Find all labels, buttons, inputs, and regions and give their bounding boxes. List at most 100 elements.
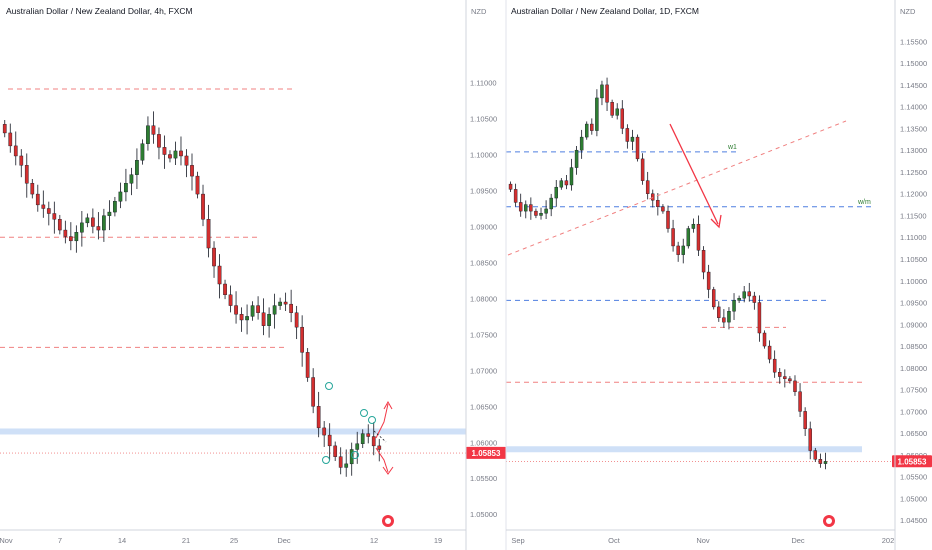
axis-tick-label: 1.14000 (900, 103, 927, 112)
axis-tick-label: 1.06500 (900, 429, 927, 438)
candle-body (316, 406, 321, 429)
candle-body (620, 108, 625, 129)
candle-body (223, 283, 227, 296)
projection-up-path (375, 403, 389, 439)
right-price-axis[interactable]: NZD 1.045001.050001.055001.060001.065001… (892, 7, 932, 525)
candle-body (261, 312, 266, 326)
axis-tick-label: 1.04500 (900, 516, 927, 525)
candle-body (645, 180, 650, 194)
candle-body (747, 291, 751, 297)
projection-down-path (375, 447, 389, 473)
candle-body (371, 436, 376, 447)
pivot-circle-marker (325, 382, 333, 390)
axis-tick-label: 1.10500 (900, 255, 927, 264)
candle-body (80, 222, 84, 233)
candle-body (569, 167, 574, 186)
candle-body (294, 312, 299, 328)
candle-body (129, 174, 134, 184)
x-tick-label: Sep (511, 536, 524, 545)
left-annotations (322, 382, 394, 527)
candle-body (322, 427, 327, 436)
axis-tick-label: 1.12500 (900, 168, 927, 177)
candle-body (206, 219, 211, 249)
candle-body (355, 443, 360, 450)
candle-body (823, 461, 828, 464)
x-tick-label: Dec (277, 536, 291, 545)
candle-body (579, 136, 584, 151)
axis-tick-label: 1.14500 (900, 81, 927, 90)
candle-body (135, 160, 139, 175)
candle-body (190, 165, 194, 177)
candle-body (46, 208, 51, 214)
axis-tick-label: 1.07500 (470, 330, 497, 339)
candle-body (818, 459, 823, 464)
candle-body (615, 108, 619, 116)
x-tick-label: 21 (182, 536, 190, 545)
candle-body (300, 326, 304, 353)
right-x-axis: Sep Oct Nov Dec 202 (511, 536, 894, 545)
axis-tick-label: 1.07500 (900, 386, 927, 395)
candle-body (96, 226, 101, 231)
candle-body (377, 445, 382, 450)
left-last-price-tag: 1.05853 (466, 446, 506, 459)
candle-body (68, 236, 73, 242)
candle-body (162, 147, 167, 155)
candle-body (595, 97, 599, 131)
candle-body (85, 217, 90, 224)
center-price-axis[interactable]: NZD 1.050001.055001.060001.065001.070001… (466, 7, 506, 519)
candle-body (539, 213, 543, 216)
candle-body (696, 223, 701, 251)
axis-tick-label: 1.07000 (900, 407, 927, 416)
pivot-circle-marker (351, 451, 359, 459)
x-tick-label: Nov (0, 536, 13, 545)
candle-body (30, 183, 35, 195)
candle-body (179, 150, 183, 157)
candle-body (635, 136, 640, 160)
candle-body (217, 265, 222, 285)
axis-tick-label: 1.05500 (900, 473, 927, 482)
candle-body (630, 136, 635, 142)
candle-body (333, 445, 338, 457)
candle-body (524, 204, 528, 212)
axis-tick-label: 1.13500 (900, 124, 927, 133)
candle-body (783, 376, 787, 379)
candle-body (344, 463, 349, 468)
candle-body (195, 175, 200, 195)
candle-body (168, 154, 172, 159)
candle-body (311, 377, 316, 407)
center-axis-ticks: 1.05000 1.05500 1.06000 1.06500 1.07000 1.075… (470, 79, 497, 520)
candle-body (711, 289, 716, 308)
candle-body (212, 247, 216, 267)
left-chart-pane[interactable]: Australian Dollar / New Zealand Dollar, … (0, 6, 466, 545)
candle-body (798, 391, 802, 412)
right-axis-unit: NZD (900, 7, 916, 16)
candle-body (701, 250, 706, 273)
candle-body (124, 183, 128, 193)
pivot-circle-marker (368, 416, 376, 424)
axis-tick-label: 1.08500 (900, 342, 927, 351)
pivot-circle-marker (322, 456, 330, 464)
right-chart-pane[interactable]: Australian Dollar / New Zealand Dollar, … (506, 6, 895, 545)
candle-body (590, 123, 594, 131)
axis-tick-label: 1.10000 (900, 277, 927, 286)
axis-tick-label: 1.05000 (470, 510, 497, 519)
axis-tick-label: 1.15000 (900, 59, 927, 68)
candle-body (91, 217, 95, 227)
axis-tick-label: 1.08000 (900, 364, 927, 373)
candle-body (640, 158, 645, 181)
axis-tick-label: 1.09000 (900, 320, 927, 329)
axis-tick-label: 1.11000 (470, 79, 497, 88)
candle-body (610, 102, 614, 116)
candle-body (250, 305, 255, 317)
level-label: w/m (857, 199, 871, 206)
support-zone (506, 446, 862, 453)
candle-body (19, 155, 24, 166)
candle-body (788, 378, 792, 382)
candle-body (52, 213, 57, 220)
axis-tick-label: 1.09000 (470, 222, 497, 231)
right-chart-title: Australian Dollar / New Zealand Dollar, … (511, 6, 699, 16)
candle-body (722, 317, 726, 323)
axis-tick-label: 1.09500 (900, 299, 927, 308)
candle-body (651, 193, 655, 201)
candle-body (813, 450, 818, 460)
